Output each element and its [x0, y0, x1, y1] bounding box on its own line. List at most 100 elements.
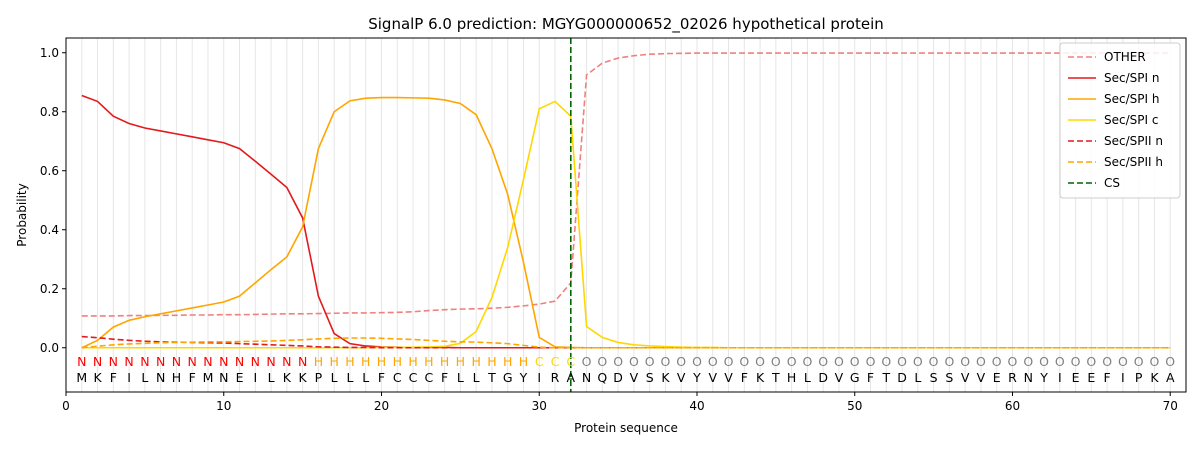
region-label: N [188, 354, 197, 369]
legend: OTHER Sec/SPI n Sec/SPI h Sec/SPI c Sec/SPII… [1059, 42, 1181, 199]
region-label: O [1071, 354, 1081, 369]
y-tick-label: 0.4 [40, 223, 59, 237]
residue-label: F [378, 370, 385, 385]
region-label: O [866, 354, 876, 369]
legend-label: Sec/SPII h [1104, 155, 1163, 169]
region-label: O [818, 354, 828, 369]
x-axis-ticks: 0 10 20 30 40 50 60 70 [62, 392, 1178, 413]
residue-label: K [1150, 370, 1159, 385]
y-axis-label: Probability [15, 183, 29, 246]
region-label: N [109, 354, 118, 369]
residue-label: R [1008, 370, 1017, 385]
region-label: O [582, 354, 592, 369]
region-label: O [645, 354, 655, 369]
residue-label: L [914, 370, 921, 385]
x-tick-label: 10 [216, 399, 231, 413]
region-label: O [724, 354, 734, 369]
residue-label: I [537, 370, 541, 385]
residue-label: S [930, 370, 938, 385]
residue-label: I [1058, 370, 1062, 385]
region-label: O [755, 354, 765, 369]
region-label: O [739, 354, 749, 369]
residue-label: E [993, 370, 1001, 385]
y-tick-label: 0.6 [40, 164, 59, 178]
legend-label: OTHER [1104, 50, 1146, 64]
residue-label: V [835, 370, 844, 385]
region-label: O [881, 354, 891, 369]
residue-label: K [93, 370, 102, 385]
region-label: N [156, 354, 165, 369]
residue-label: P [1135, 370, 1143, 385]
residue-label: I [253, 370, 257, 385]
region-label: N [251, 354, 260, 369]
x-tick-label: 40 [689, 399, 704, 413]
residue-label: N [219, 370, 228, 385]
region-label: C [535, 354, 544, 369]
residue-label: K [299, 370, 308, 385]
x-tick-label: 0 [62, 399, 70, 413]
region-label: O [929, 354, 939, 369]
residue-label: K [661, 370, 670, 385]
series-sec-spi-h [81, 96, 1171, 349]
residue-label: N [1024, 370, 1033, 385]
region-label: N [235, 354, 244, 369]
residue-label: D [818, 370, 828, 385]
residue-label: Y [692, 370, 701, 385]
residue-label: Q [597, 370, 607, 385]
region-label: C [566, 354, 575, 369]
region-label: H [393, 354, 402, 369]
region-label: N [282, 354, 291, 369]
residue-label: V [630, 370, 639, 385]
x-tick-label: 20 [374, 399, 389, 413]
region-label: O [1102, 354, 1112, 369]
residue-label: T [487, 370, 496, 385]
residue-label: G [503, 370, 513, 385]
legend-label: Sec/SPI n [1104, 71, 1159, 85]
x-axis-label: Protein sequence [574, 421, 678, 435]
residue-label: M [76, 370, 87, 385]
region-label: O [850, 354, 860, 369]
residue-label: V [977, 370, 986, 385]
series-sec-spi-n [81, 94, 1171, 349]
residue-label: R [551, 370, 560, 385]
residue-label: G [850, 370, 860, 385]
region-label: H [314, 354, 323, 369]
region-label: O [913, 354, 923, 369]
residue-label: C [393, 370, 402, 385]
region-label: H [503, 354, 512, 369]
vertical-grid [81, 38, 1171, 392]
region-label: O [1055, 354, 1065, 369]
residue-label: V [724, 370, 733, 385]
x-tick-label: 30 [532, 399, 547, 413]
region-label: O [597, 354, 607, 369]
residue-label: F [741, 370, 748, 385]
residue-label: Y [519, 370, 528, 385]
residue-label: L [362, 370, 369, 385]
residue-label: H [787, 370, 796, 385]
series-sec-spi-c [81, 100, 1171, 349]
region-label: O [960, 354, 970, 369]
region-label: N [203, 354, 212, 369]
residue-label: P [315, 370, 323, 385]
series-other [81, 52, 1171, 317]
region-label: O [613, 354, 623, 369]
region-label: O [1039, 354, 1049, 369]
residue-label: Y [1039, 370, 1048, 385]
region-label: O [787, 354, 797, 369]
residue-label: I [1121, 370, 1125, 385]
residue-label: V [961, 370, 970, 385]
residue-label: K [283, 370, 292, 385]
y-axis-ticks: 0.0 0.2 0.4 0.6 0.8 1.0 [40, 46, 66, 355]
residue-label: F [1104, 370, 1111, 385]
residue-label: L [141, 370, 148, 385]
y-tick-label: 0.2 [40, 282, 59, 296]
residue-label: L [457, 370, 464, 385]
sequence-labels: NMNKNFNINLNNNHNFNMNNNENINLNKNKHPHLHLHLHF… [76, 354, 1175, 385]
region-label: O [1134, 354, 1144, 369]
x-tick-label: 60 [1005, 399, 1020, 413]
residue-label: E [1087, 370, 1095, 385]
residue-label: K [756, 370, 765, 385]
region-label: O [661, 354, 671, 369]
region-label: O [976, 354, 986, 369]
